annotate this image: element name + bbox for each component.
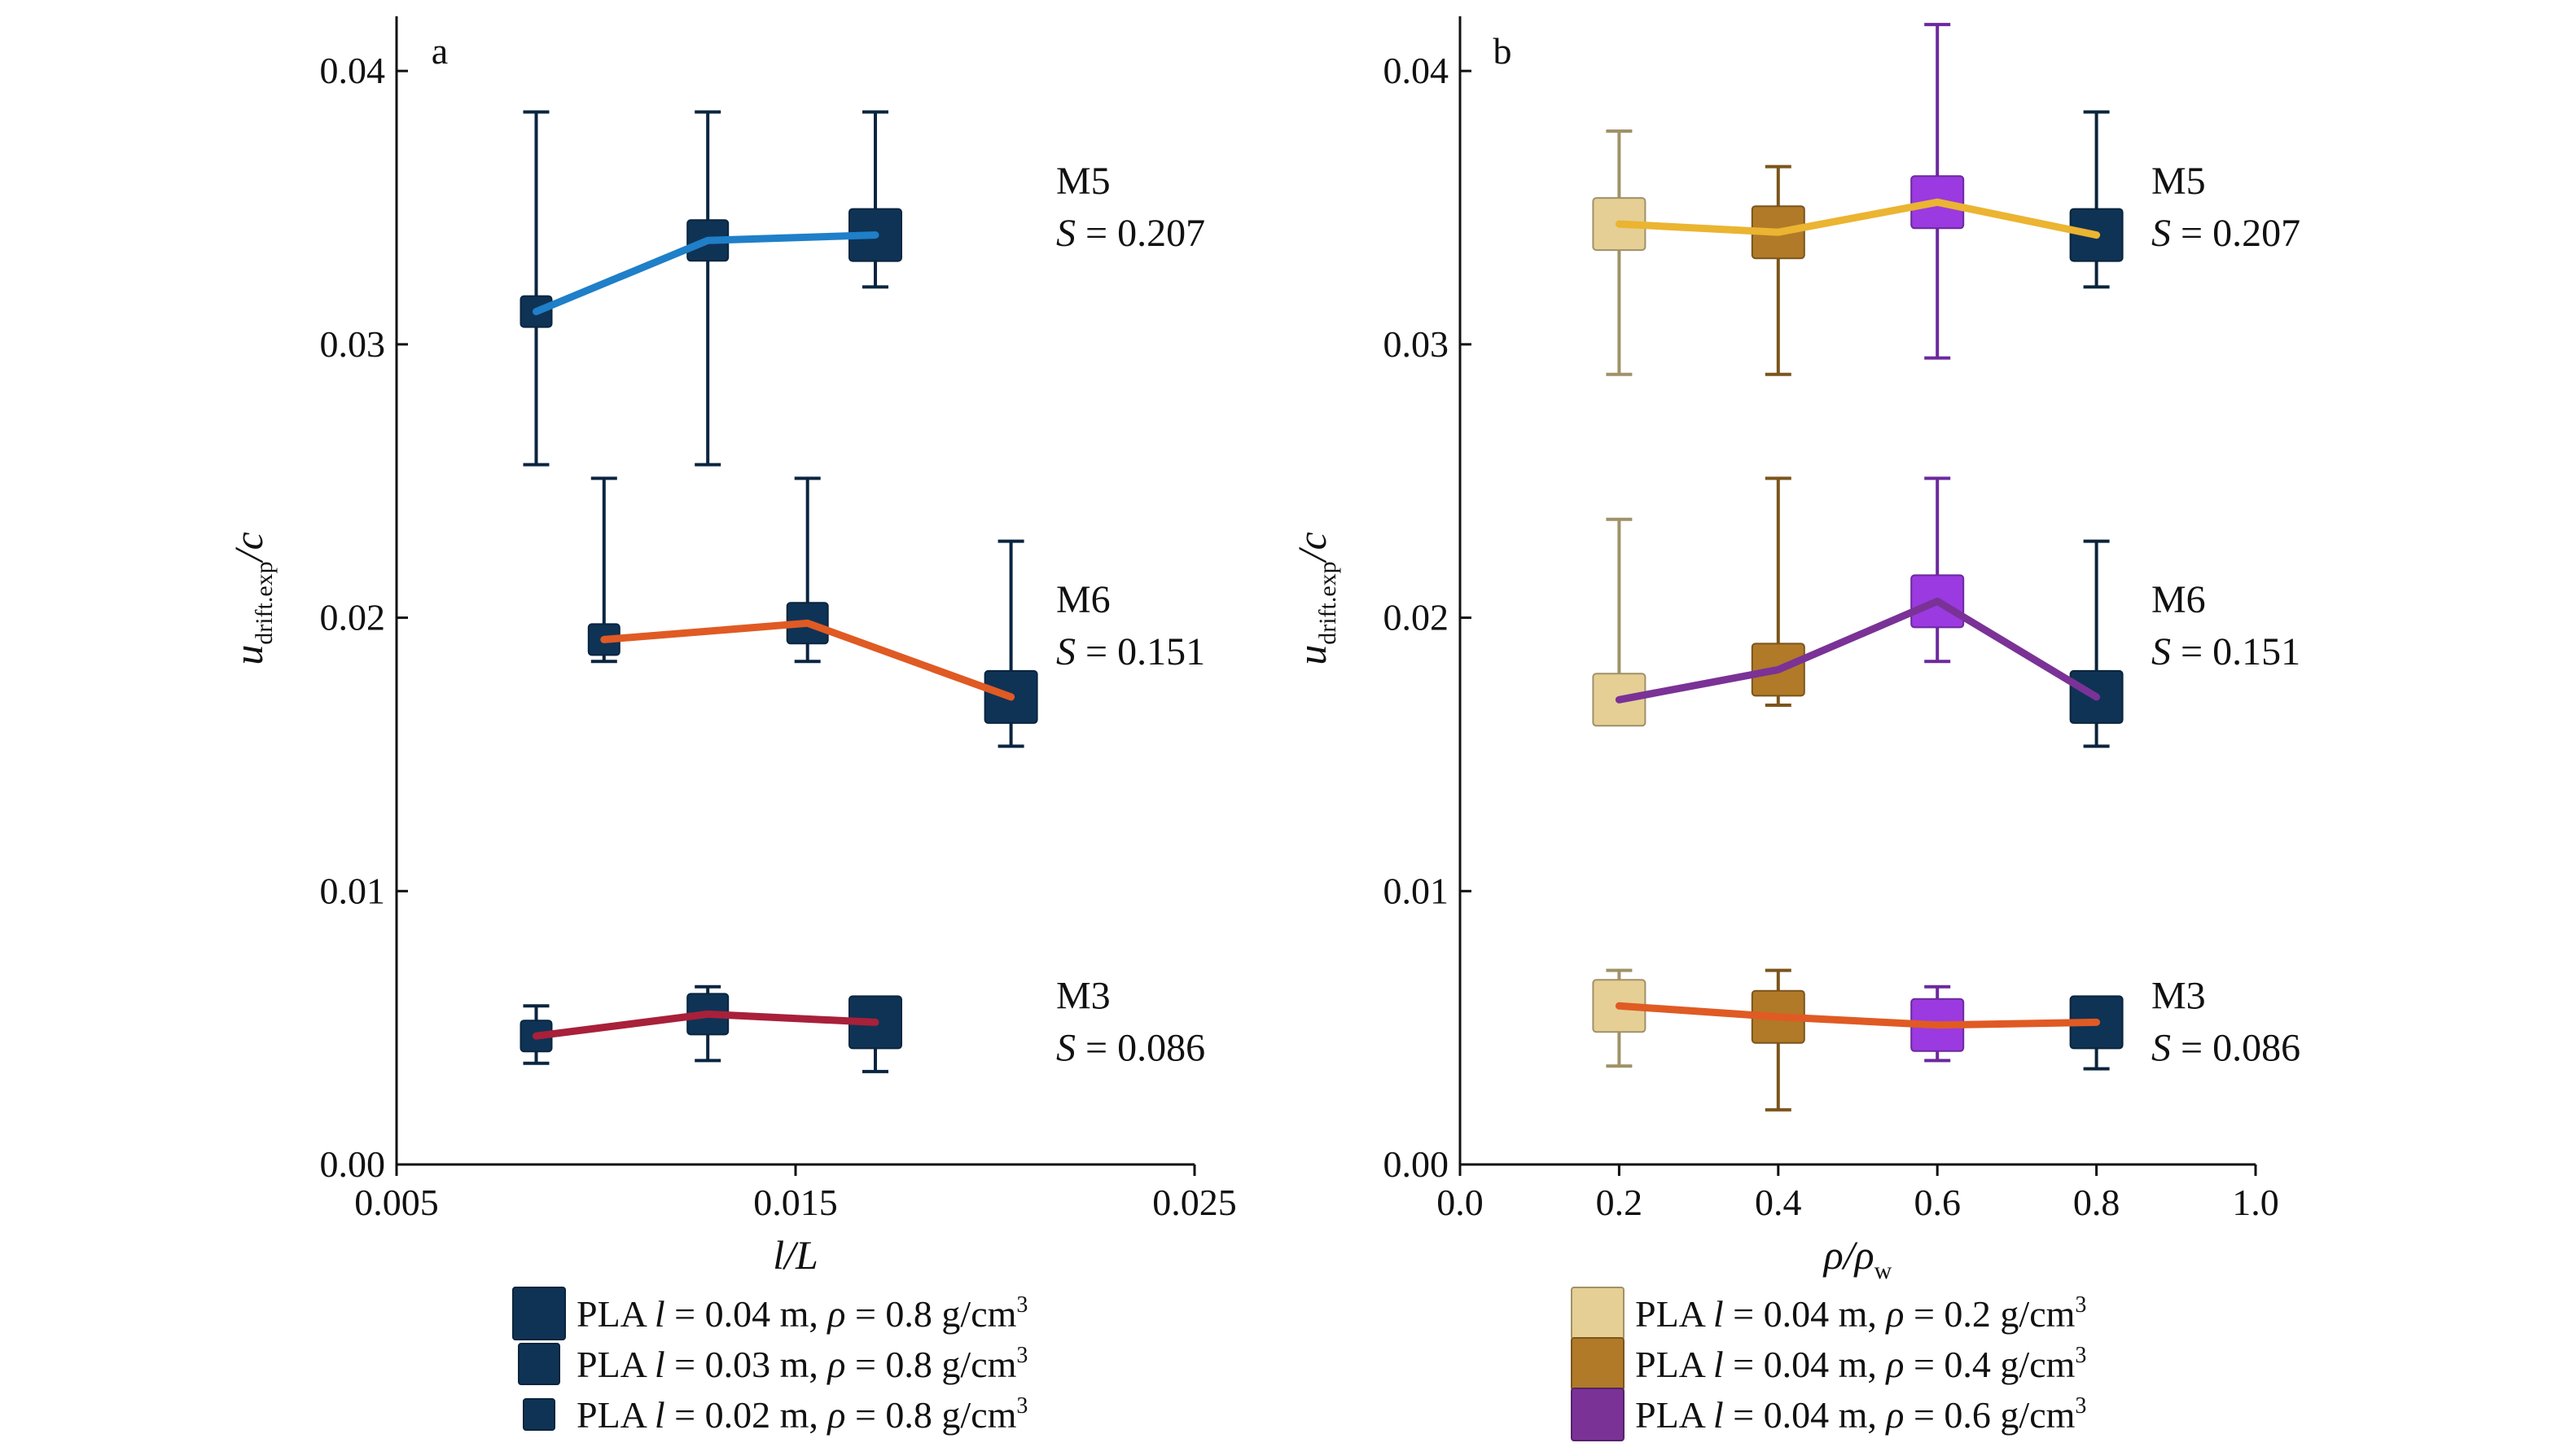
panel-b-series-line [1615, 198, 2101, 239]
panel-b-y-axis-title: udrift.exp/c [1289, 532, 1341, 665]
panel-a-y-axis-title: udrift.exp/c [226, 532, 278, 665]
panel-a-legend-entry: PLA l = 0.02 m, ρ = 0.8 g/cm3 [577, 1393, 1028, 1436]
panel-b-series-line [1615, 1002, 2101, 1029]
panel-b-x-tick-label: 0.2 [1596, 1182, 1643, 1223]
panel-b-legend-entry: PLA l = 0.04 m, ρ = 0.2 g/cm3 [1635, 1292, 2086, 1335]
panel-a-x-axis-title: l/L [773, 1232, 818, 1278]
panel-a-series-line [533, 1010, 879, 1040]
panel-a: 0.00 0.01 0.02 0.03 0.04 0.005 0.015 0.025 a udri… [226, 16, 1237, 1436]
panel-a-series-m5 [520, 110, 902, 467]
panel-b-series-m6 [1592, 476, 2124, 748]
panel-a-label: a [432, 30, 448, 72]
panel-b-series-line [1615, 597, 2101, 704]
panel-a-legend-marker [512, 1287, 566, 1340]
panel-b-x-tick-label: 0.8 [2073, 1182, 2120, 1223]
panel-a-series-m6 [587, 476, 1038, 748]
panel-b-y-tick-label: 0.00 [1383, 1143, 1449, 1185]
panel-a-y-tick-label: 0.03 [320, 323, 386, 365]
panel-b-legend-marker [1571, 1337, 1624, 1391]
panel-a-series-m3 [520, 985, 902, 1073]
panel-a-group-label: M5 [1056, 160, 1111, 203]
panel-b-legend-entry: PLA l = 0.04 m, ρ = 0.4 g/cm3 [1635, 1343, 2086, 1385]
panel-a-group-s-value: S = 0.207 [1056, 212, 1205, 255]
panel-a-group-s-value: S = 0.086 [1056, 1027, 1205, 1070]
panel-b-series-m3 [1592, 968, 2124, 1112]
panel-a-legend: PLA l = 0.04 m, ρ = 0.8 g/cm3 PLA l = 0.0… [512, 1287, 1028, 1436]
panel-b: 0.00 0.01 0.02 0.03 0.04 0.0 0.2 0.4 0.6 0.8 1.0 b u… [1289, 16, 2300, 1441]
panel-b-x-tick-label: 0.4 [1755, 1182, 1802, 1223]
panel-a-legend-entry: PLA l = 0.03 m, ρ = 0.8 g/cm3 [577, 1343, 1028, 1385]
panel-b-label: b [1493, 30, 1512, 72]
panel-b-legend-entry: PLA l = 0.04 m, ρ = 0.6 g/cm3 [1635, 1393, 2086, 1436]
panel-b-y-tick-label: 0.03 [1383, 323, 1449, 365]
panel-b-group-s-value: S = 0.207 [2151, 212, 2300, 255]
panel-b-legend-marker [1571, 1287, 1624, 1340]
panel-b-group-s-value: S = 0.151 [2151, 630, 2300, 673]
panel-b-y-tick-label: 0.04 [1383, 50, 1449, 91]
panel-b-group-s-value: S = 0.086 [2151, 1027, 2300, 1070]
panel-a-series-line [533, 231, 879, 316]
panel-b-y-tick-label: 0.01 [1383, 870, 1449, 911]
panel-a-legend-marker [523, 1398, 555, 1431]
panel-a-x-tick-label: 0.025 [1152, 1182, 1237, 1223]
panel-a-series-line [600, 619, 1015, 701]
panel-b-legend: PLA l = 0.04 m, ρ = 0.2 g/cm3 PLA l = 0.0… [1571, 1287, 2086, 1441]
panel-a-y-tick-label: 0.02 [320, 597, 386, 638]
panel-a-y-tick-label: 0.04 [320, 50, 386, 91]
panel-a-legend-entry: PLA l = 0.04 m, ρ = 0.8 g/cm3 [577, 1292, 1028, 1335]
panel-a-y-tick-label: 0.00 [320, 1143, 386, 1185]
panel-b-group-label: M5 [2151, 160, 2206, 203]
panel-b-x-tick-label: 0.0 [1436, 1182, 1484, 1223]
panel-a-legend-marker [518, 1343, 560, 1385]
panel-a-group-s-value: S = 0.151 [1056, 630, 1205, 673]
panel-a-y-tick-label: 0.01 [320, 870, 386, 911]
panel-a-x-tick-label: 0.005 [354, 1182, 439, 1223]
panel-b-x-tick-label: 0.6 [1914, 1182, 1961, 1223]
panel-b-y-tick-label: 0.02 [1383, 597, 1449, 638]
panel-a-x-tick-label: 0.015 [753, 1182, 838, 1223]
panel-a-group-label: M6 [1056, 578, 1111, 621]
panel-b-x-tick-label: 1.0 [2232, 1182, 2279, 1223]
panel-b-x-axis-title: ρ/ρw [1822, 1232, 1892, 1284]
panel-b-group-label: M6 [2151, 578, 2206, 621]
panel-b-group-label: M3 [2151, 975, 2206, 1018]
panel-b-series-m5 [1592, 23, 2124, 376]
panel-a-group-label: M3 [1056, 975, 1111, 1018]
panel-b-legend-marker [1571, 1388, 1624, 1441]
